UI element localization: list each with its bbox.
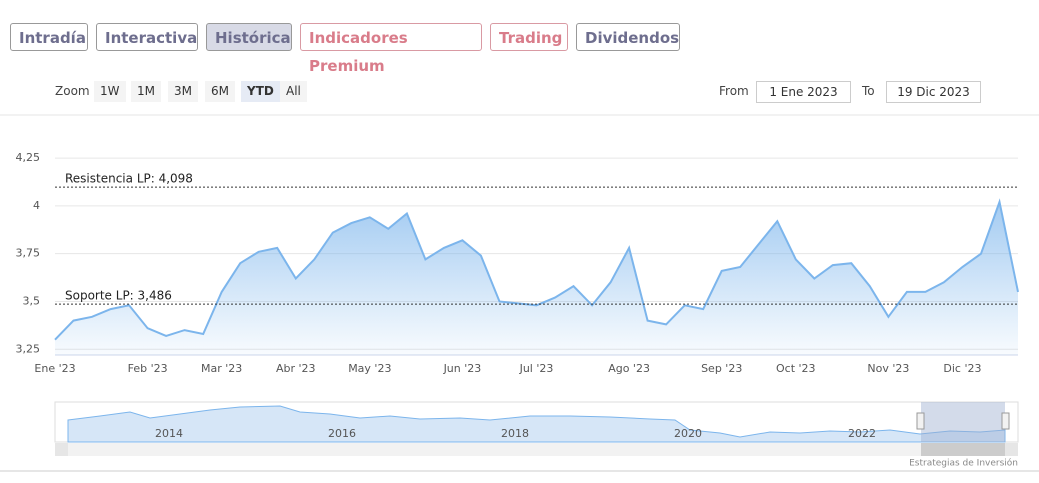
zoom-button[interactable]: 6M: [205, 81, 235, 102]
x-tick-label: Dic '23: [943, 362, 981, 375]
scrollbar[interactable]: [55, 443, 1018, 456]
x-tick-label: Jul '23: [519, 362, 554, 375]
from-label: From: [719, 84, 749, 98]
tab[interactable]: Trading: [490, 23, 568, 51]
x-tick-label: Ene '23: [34, 362, 75, 375]
to-input[interactable]: 19 Dic 2023: [886, 81, 981, 103]
navigator-label: 2018: [501, 427, 529, 440]
zoom-button[interactable]: 1M: [131, 81, 161, 102]
x-tick-label: Ago '23: [608, 362, 650, 375]
y-tick-label: 3,5: [23, 294, 41, 307]
credit: Estrategias de Inversión: [909, 458, 1018, 469]
x-tick-label: Jun '23: [443, 362, 482, 375]
zoom-label: Zoom: [55, 84, 90, 98]
plot-line-label: Soporte LP: 3,486: [65, 289, 172, 303]
x-tick-label: Sep '23: [701, 362, 742, 375]
zoom-button[interactable]: YTD: [241, 81, 280, 102]
plot-line-label: Resistencia LP: 4,098: [65, 172, 193, 186]
navigator-handle[interactable]: [1001, 412, 1010, 430]
navigator-selection[interactable]: [921, 402, 1005, 442]
zoom-button[interactable]: 1W: [94, 81, 126, 102]
line: [54, 198, 1019, 341]
navigator-handle[interactable]: [916, 412, 925, 430]
scrollbar-thumb[interactable]: [921, 443, 1005, 456]
x-tick-label: Nov '23: [867, 362, 909, 375]
navigator-label: 2020: [674, 427, 702, 440]
tab[interactable]: Interactiva: [96, 23, 198, 51]
from-input[interactable]: 1 Ene 2023: [756, 81, 851, 103]
scroll-right[interactable]: [1005, 443, 1018, 456]
x-tick-label: May '23: [348, 362, 391, 375]
x-tick-label: Feb '23: [128, 362, 168, 375]
tab[interactable]: Indicadores Premium: [300, 23, 482, 75]
area: [55, 202, 1018, 355]
tab[interactable]: Intradía: [10, 23, 88, 51]
y-tick-label: 4,25: [16, 151, 41, 164]
navigator-label: 2014: [155, 427, 183, 440]
x-tick-label: Mar '23: [201, 362, 242, 375]
navigator-label: 2022: [848, 427, 876, 440]
x-tick-label: Oct '23: [776, 362, 816, 375]
navigator-series: [67, 405, 1006, 443]
scroll-left[interactable]: [55, 443, 68, 456]
zoom-button[interactable]: 3M: [168, 81, 198, 102]
tab[interactable]: Dividendos: [576, 23, 680, 51]
y-tick-label: 4: [33, 199, 40, 212]
to-label: To: [862, 84, 875, 98]
tab[interactable]: Histórica: [206, 23, 292, 51]
zoom-button[interactable]: All: [280, 81, 307, 102]
navigator-label: 2016: [328, 427, 356, 440]
y-tick-label: 3,75: [16, 247, 41, 260]
x-tick-label: Abr '23: [276, 362, 316, 375]
y-tick-label: 3,25: [16, 342, 41, 355]
